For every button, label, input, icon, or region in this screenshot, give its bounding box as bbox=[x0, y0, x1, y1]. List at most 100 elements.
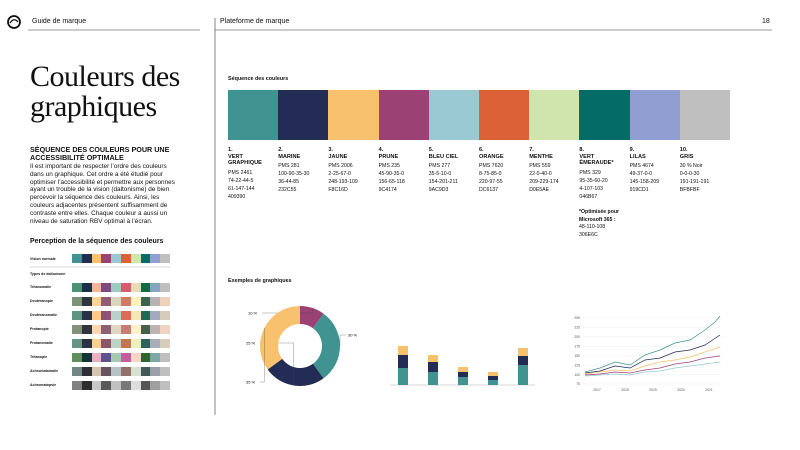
logo-swirl bbox=[9, 19, 19, 24]
color-number: 1. bbox=[228, 147, 233, 153]
y-tick-label: 150 bbox=[574, 354, 580, 358]
subtitle: SÉQUENCE DES COULEURS POUR UNE ACCESSIBI… bbox=[30, 145, 170, 162]
row-label: Vision normale bbox=[30, 257, 56, 261]
swatch bbox=[479, 90, 530, 140]
color-name: VERT GRAPHIQUE bbox=[228, 153, 262, 167]
color-hex: F8C16D bbox=[328, 187, 348, 193]
mini-swatch bbox=[111, 311, 121, 320]
mini-swatch bbox=[91, 311, 102, 320]
mini-swatch bbox=[101, 311, 112, 320]
mini-swatch bbox=[91, 283, 102, 292]
mini-swatch bbox=[140, 339, 151, 348]
mini-swatch bbox=[101, 254, 112, 263]
mini-swatch bbox=[140, 311, 151, 320]
color-number: 9. bbox=[629, 147, 635, 153]
mini-swatch bbox=[150, 339, 161, 348]
mini-swatch bbox=[101, 325, 112, 334]
color-cmyk: 95-35-60-20 bbox=[579, 177, 608, 184]
color-cmyk: 0-0-0-30 bbox=[679, 171, 700, 177]
page-number: 18 bbox=[762, 18, 770, 25]
section: Plateforme de marque bbox=[220, 18, 290, 25]
color-number: 3. bbox=[328, 147, 334, 153]
color-name: BLEU CIEL bbox=[428, 153, 459, 160]
donut-segment bbox=[267, 358, 324, 387]
mini-swatch bbox=[111, 254, 121, 263]
x-tick-label: 2020 bbox=[677, 388, 685, 392]
swatch-row bbox=[72, 339, 170, 348]
color-cmyk: 45-90-35-0 bbox=[378, 171, 404, 177]
mini-swatch bbox=[101, 367, 112, 376]
donut-segment bbox=[300, 306, 324, 329]
color-pms: PMS 559 bbox=[529, 163, 551, 169]
mini-swatch bbox=[150, 311, 161, 320]
y-tick-label: 175 bbox=[574, 344, 580, 348]
color-number: 7. bbox=[529, 147, 534, 153]
color-info: 10. GRIS 30 % Noir 0-0-0-30 191-191-191 BFBFB… bbox=[680, 147, 726, 194]
color-info: 3. JAUNE PMS 2006 2-25-67-0 248-193-109 F8C16… bbox=[328, 147, 374, 194]
mini-swatch bbox=[101, 339, 112, 348]
mini-swatch bbox=[120, 283, 131, 292]
color-pms: 30 % Noir bbox=[679, 163, 703, 169]
mini-swatch bbox=[140, 367, 151, 376]
y-tick-label: 100 bbox=[574, 373, 580, 377]
color-hex: DC6137 bbox=[479, 187, 499, 193]
mini-swatch bbox=[111, 325, 121, 334]
swatch bbox=[529, 90, 580, 140]
mini-swatch bbox=[91, 254, 102, 263]
color-pms: PMS 7620 bbox=[479, 163, 504, 169]
mini-swatch bbox=[150, 325, 161, 334]
examples-title: Exemples de graphiques bbox=[228, 278, 292, 284]
donut-label: 25 % bbox=[246, 341, 256, 346]
mini-swatch bbox=[160, 353, 170, 362]
color-rgb: 220-97-55 bbox=[479, 179, 503, 185]
swatch-row bbox=[72, 381, 170, 390]
row-label: Deutéranopie bbox=[30, 299, 53, 303]
color-number: 8. bbox=[579, 147, 585, 153]
x-tick-label: 2017 bbox=[593, 388, 601, 392]
color-pms: PMS 2461 bbox=[228, 169, 253, 176]
mini-swatch bbox=[150, 283, 161, 292]
color-cmyk: 22-0-40-0 bbox=[529, 171, 552, 177]
mini-swatch bbox=[72, 325, 82, 334]
color-cmyk: 35-5-10-0 bbox=[428, 171, 452, 177]
row-label: Achromatomalie bbox=[30, 369, 59, 373]
mini-swatch bbox=[120, 254, 131, 263]
mini-swatch bbox=[81, 297, 92, 306]
color-info: 8. VERT ÉMERAUDE* PMS 329 95-35-60-20 4-107-… bbox=[579, 147, 625, 201]
mini-swatch bbox=[81, 339, 92, 348]
mini-swatch bbox=[72, 353, 82, 362]
mini-swatch bbox=[91, 297, 102, 306]
mini-swatch bbox=[160, 325, 170, 334]
color-info: 9. LILAS PMS 4674 49-37-0-0 145-158-209 919CD… bbox=[630, 147, 676, 194]
row-label: Tritanopie bbox=[30, 355, 48, 359]
color-number: 6. bbox=[479, 147, 484, 153]
mini-swatch bbox=[160, 254, 170, 263]
color-rgb: 145-158-209 bbox=[629, 179, 660, 185]
swatch bbox=[579, 90, 630, 140]
color-info: 2. MARINE PMS 281 100-90-35-30 36-44-85 232C5… bbox=[278, 147, 324, 194]
mini-swatch bbox=[130, 283, 141, 292]
mini-swatch bbox=[111, 381, 121, 390]
y-tick-label: 75 bbox=[576, 382, 580, 386]
y-tick-label: 200 bbox=[574, 335, 580, 339]
mini-swatch bbox=[120, 325, 131, 334]
mini-swatch bbox=[91, 381, 102, 390]
mini-swatch bbox=[130, 254, 141, 263]
logo bbox=[7, 15, 21, 29]
mini-swatch bbox=[160, 381, 170, 390]
mini-swatch bbox=[160, 339, 170, 348]
note-title: *Optimisée pour Microsoft 365 : bbox=[579, 209, 620, 223]
mini-swatch bbox=[150, 353, 161, 362]
perception-title: Perception de la séquence des couleurs bbox=[30, 238, 164, 245]
y-tick-label: 125 bbox=[574, 363, 580, 367]
color-pms: PMS 4674 bbox=[629, 163, 654, 169]
color-cmyk: 100-90-35-30 bbox=[278, 171, 310, 177]
mini-swatch bbox=[111, 283, 121, 292]
color-rgb: 156-65-118 bbox=[378, 179, 405, 185]
mini-swatch bbox=[111, 367, 121, 376]
mini-swatch bbox=[72, 283, 82, 292]
donut-segment bbox=[260, 306, 300, 370]
color-rgb: 4-107-103 bbox=[579, 185, 604, 192]
color-info: 1. VERT GRAPHIQUE PMS 2461 74-22-44-5 61-147… bbox=[228, 147, 274, 201]
mini-swatch bbox=[150, 381, 161, 390]
